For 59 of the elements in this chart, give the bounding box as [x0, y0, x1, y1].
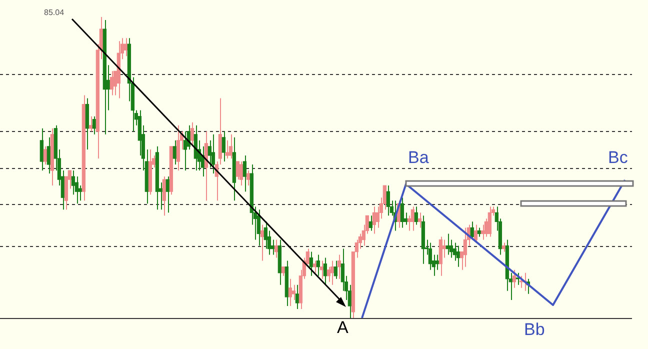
candlestick [242, 154, 247, 192]
candlestick [512, 269, 516, 288]
candlestick [288, 278, 292, 306]
candlestick [190, 122, 194, 147]
candlestick [323, 257, 328, 286]
candlestick [166, 176, 170, 214]
candlestick [312, 260, 317, 274]
text: Bc [608, 148, 628, 167]
candlestick [309, 251, 314, 276]
candlestick [372, 206, 376, 234]
annotation: A [337, 318, 348, 337]
candlestick [410, 206, 415, 232]
candlestick [246, 170, 250, 186]
candlestick [124, 38, 128, 57]
candlestick [183, 130, 188, 172]
candlestick [386, 185, 390, 216]
candlestick [270, 239, 275, 256]
candlestick [176, 124, 180, 172]
candlestick [477, 227, 482, 238]
candlestick [446, 233, 450, 256]
candlestick [456, 245, 460, 268]
candlestick [502, 242, 506, 252]
candlestick [281, 266, 286, 276]
candlestick [337, 254, 342, 280]
candlestick [110, 70, 114, 96]
candlestick [46, 136, 51, 174]
candlestick [172, 140, 177, 165]
candlestick [260, 224, 264, 262]
candlestick [474, 224, 478, 244]
candlestick [40, 128, 44, 172]
candlestick [480, 224, 485, 240]
candlestick [400, 197, 404, 228]
candlestick [256, 209, 261, 246]
candlestick [428, 242, 432, 270]
candlestick [418, 212, 422, 228]
candlestick [488, 206, 492, 238]
candlestick [330, 260, 334, 286]
candlestick [316, 254, 320, 276]
annotation: 85.04 [44, 8, 64, 17]
candlestick [463, 227, 468, 268]
candlestick [228, 134, 233, 159]
candlestick [211, 134, 216, 174]
candlestick [239, 160, 244, 186]
candlestick [88, 116, 93, 132]
candlestick [71, 170, 76, 196]
candlestick [334, 260, 338, 280]
candlestick [414, 206, 418, 226]
candlestick [162, 176, 166, 216]
candlestick [320, 260, 324, 280]
candlestick [470, 221, 474, 240]
annotation: Ba [408, 148, 429, 167]
candlestick [368, 215, 373, 232]
candlestick [225, 140, 230, 159]
text: Bb [524, 320, 545, 339]
candlestick [292, 284, 296, 300]
candlestick [43, 146, 48, 165]
candlestick [222, 130, 226, 162]
candlestick [78, 185, 82, 202]
candlestick [435, 254, 440, 270]
